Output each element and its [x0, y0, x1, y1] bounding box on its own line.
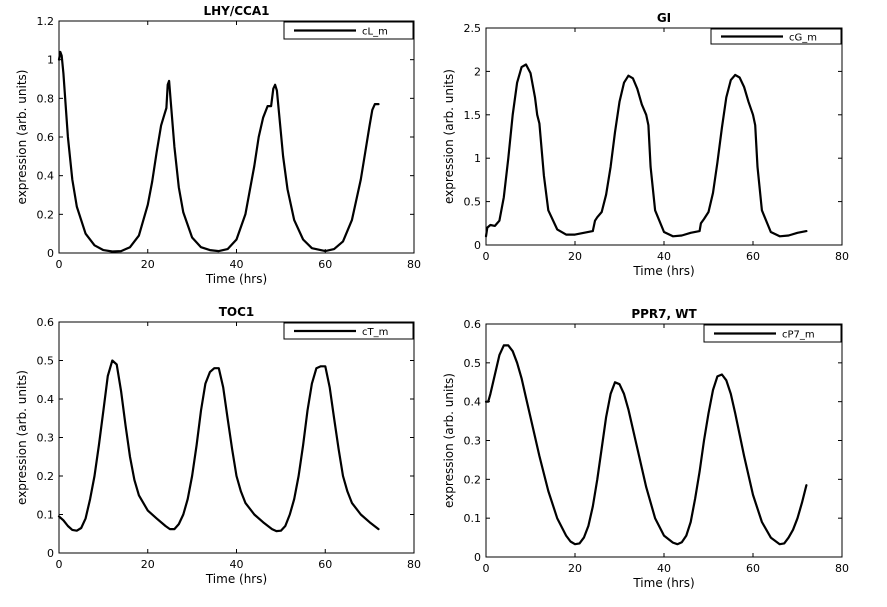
- x-tick-label: 40: [230, 258, 244, 271]
- plot-frame: [485, 323, 843, 558]
- x-tick-label: 40: [230, 558, 244, 571]
- series-line-cT_m: [57, 359, 380, 533]
- x-tick-label: 60: [746, 562, 760, 575]
- plot-frame: [58, 20, 415, 254]
- legend-entry: cL_m: [362, 27, 388, 38]
- y-axis-label: expression (arb. units): [15, 70, 29, 205]
- x-tick-label: 80: [407, 558, 421, 571]
- x-tick-label: 20: [141, 258, 155, 271]
- x-tick-label: 40: [657, 562, 671, 575]
- series-line-cP7_m: [484, 344, 808, 546]
- series-line-cL_m: [57, 50, 380, 253]
- y-tick-label: 0.4: [37, 393, 55, 406]
- legend-entry: cT_m: [362, 327, 388, 338]
- y-tick-label: 0: [474, 239, 481, 252]
- x-tick-label: 0: [483, 562, 490, 575]
- y-tick-label: 0: [474, 551, 481, 564]
- x-tick-label: 80: [835, 250, 849, 263]
- x-tick-label: 20: [141, 558, 155, 571]
- x-tick-label: 40: [657, 250, 671, 263]
- y-tick-label: 0.1: [37, 509, 55, 522]
- x-tick-label: 0: [56, 558, 63, 571]
- x-tick-label: 20: [568, 562, 582, 575]
- x-tick-label: 60: [746, 250, 760, 263]
- chart-panel-2: 0 20 40 60 80 0 0.5 1 1.5 2 2.5 GI Time (hrs) express…: [442, 11, 849, 278]
- y-tick-label: 0.6: [37, 131, 55, 144]
- chart-title: LHY/CCA1: [203, 4, 269, 18]
- chart-panel-4: 0 20 40 60 80 0 0.1 0.2 0.3 0.4 0.5 0.6 PPR7, WT Time…: [442, 307, 849, 590]
- y-axis-label: expression (arb. units): [442, 69, 456, 204]
- y-tick-label: 2.5: [464, 22, 482, 35]
- y-tick-label: 1.5: [464, 109, 482, 122]
- y-tick-label: 0.3: [37, 432, 55, 445]
- x-tick-label: 60: [318, 258, 332, 271]
- y-axis-label: expression (arb. units): [442, 373, 456, 508]
- y-tick-label: 0.4: [464, 396, 482, 409]
- x-axis-label: Time (hrs): [632, 576, 694, 590]
- x-axis-label: Time (hrs): [205, 272, 267, 286]
- chart-title: TOC1: [219, 305, 255, 319]
- y-tick-label: 0: [47, 247, 54, 260]
- x-axis-label: Time (hrs): [205, 572, 267, 586]
- y-tick-label: 0.5: [37, 355, 55, 368]
- x-tick-label: 60: [318, 558, 332, 571]
- legend: cP7_m: [703, 324, 842, 343]
- chart-panel-3: 0 20 40 60 80 0 0.1 0.2 0.3 0.4 0.5 0.6 TOC1 Time (hr…: [15, 305, 421, 586]
- legend-entry: cG_m: [789, 33, 817, 44]
- y-tick-label: 0.2: [37, 470, 55, 483]
- y-tick-label: 0: [47, 547, 54, 560]
- x-tick-label: 0: [56, 258, 63, 271]
- chart-panel-1: 0 20 40 60 80 0 0.2 0.4 0.6 0.8 1 1.2 LHY/CCA1 Time (…: [15, 4, 421, 286]
- series-line-cG_m: [484, 63, 808, 238]
- plot-frame: [485, 27, 843, 246]
- y-tick-label: 0.6: [37, 316, 55, 329]
- y-tick-label: 0.1: [464, 512, 482, 525]
- y-tick-label: 1: [47, 54, 54, 67]
- y-tick-label: 0.2: [464, 473, 482, 486]
- plot-frame: [58, 321, 415, 554]
- y-tick-label: 0.6: [464, 318, 482, 331]
- y-tick-label: 0.3: [464, 435, 482, 448]
- x-tick-label: 80: [407, 258, 421, 271]
- y-tick-label: 0.2: [37, 208, 55, 221]
- legend: cG_m: [710, 28, 842, 45]
- x-tick-label: 0: [483, 250, 490, 263]
- legend-entry: cP7_m: [782, 330, 815, 341]
- y-tick-label: 2: [474, 65, 481, 78]
- chart-title: GI: [657, 11, 671, 25]
- x-tick-label: 80: [835, 562, 849, 575]
- chart-title: PPR7, WT: [631, 307, 697, 321]
- y-tick-label: 0.4: [37, 170, 55, 183]
- y-tick-label: 1.2: [37, 15, 55, 28]
- legend: cL_m: [283, 21, 414, 40]
- y-tick-label: 0.8: [37, 92, 55, 105]
- y-tick-label: 0.5: [464, 196, 482, 209]
- y-axis-label: expression (arb. units): [15, 370, 29, 505]
- y-tick-label: 1: [474, 152, 481, 165]
- y-tick-label: 0.5: [464, 357, 482, 370]
- legend: cT_m: [283, 322, 414, 340]
- x-tick-label: 20: [568, 250, 582, 263]
- x-axis-label: Time (hrs): [632, 264, 694, 278]
